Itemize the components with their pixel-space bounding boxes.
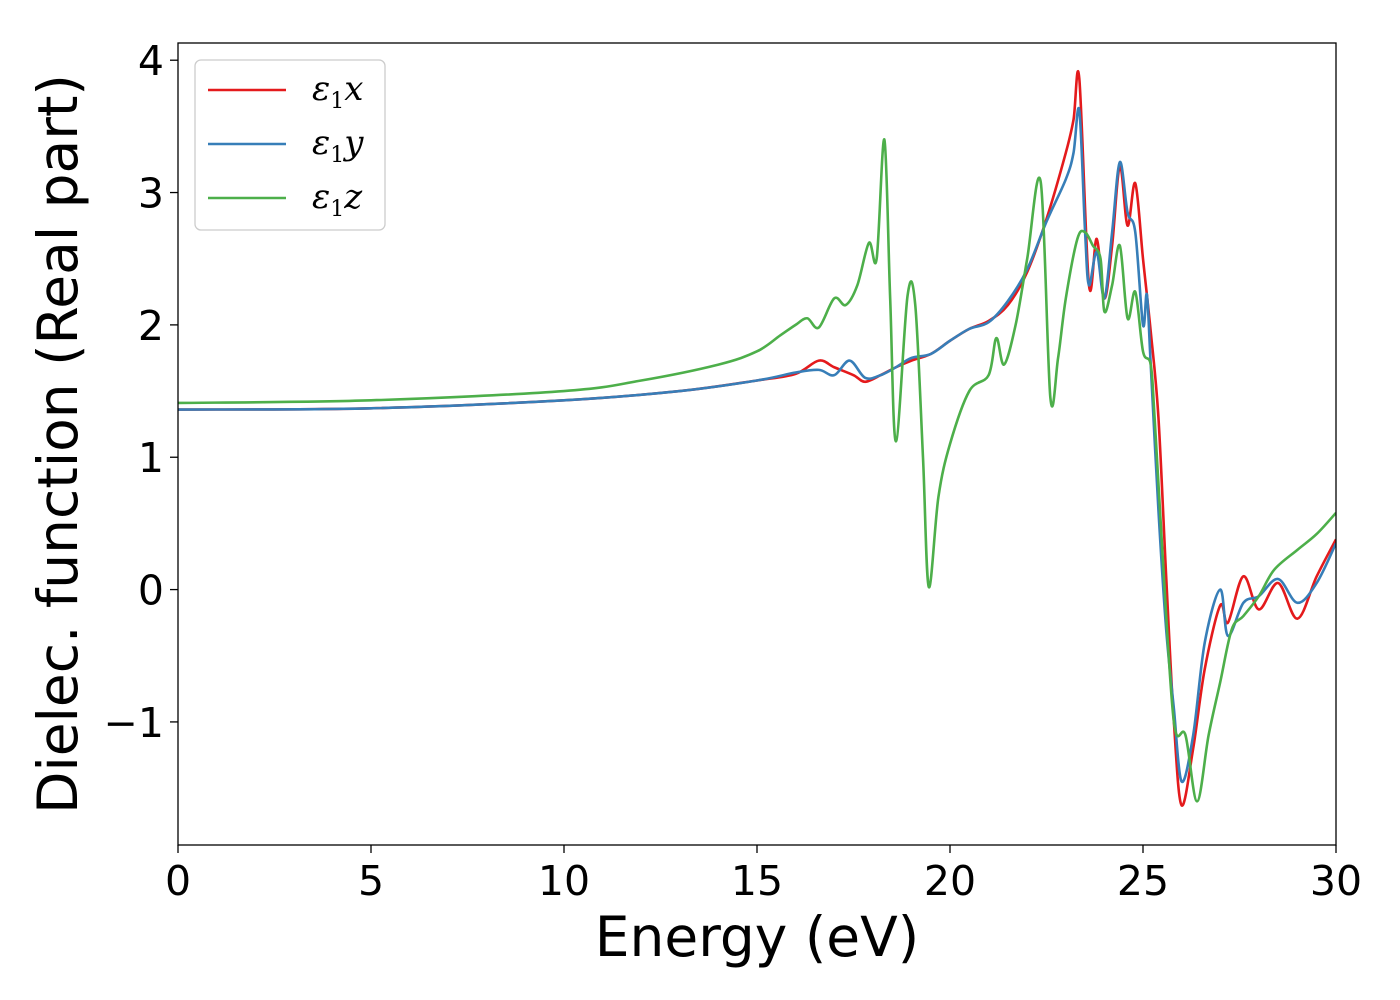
legend-suffix: x bbox=[344, 69, 363, 109]
x-tick-label: 15 bbox=[731, 857, 783, 905]
x-axis: 0 5 10 15 20 25 30 bbox=[165, 845, 1362, 905]
y-axis: −1 0 1 2 3 4 bbox=[104, 37, 178, 747]
x-tick-label: 10 bbox=[538, 857, 590, 905]
x-axis-title: Energy (eV) bbox=[595, 905, 919, 969]
y-tick-label: 3 bbox=[138, 170, 164, 218]
series-layer bbox=[178, 69, 1336, 807]
legend-label-x: ε1x bbox=[312, 69, 363, 114]
x-tick-label: 5 bbox=[358, 857, 384, 905]
legend-symbol: ε bbox=[312, 123, 330, 163]
legend-suffix: y bbox=[342, 123, 364, 163]
legend-label-y: ε1y bbox=[312, 123, 364, 168]
legend-subscript: 1 bbox=[330, 89, 344, 114]
y-tick-label: 1 bbox=[138, 434, 164, 482]
legend-subscript: 1 bbox=[330, 197, 344, 222]
x-tick-label: 25 bbox=[1117, 857, 1169, 905]
x-tick-label: 30 bbox=[1310, 857, 1362, 905]
legend-label-z: ε1z bbox=[312, 177, 363, 222]
y-tick-label: −1 bbox=[104, 699, 164, 747]
y-axis-title: Dielec. function (Real part) bbox=[26, 74, 90, 814]
legend-symbol: ε bbox=[312, 69, 330, 109]
legend-suffix: z bbox=[343, 177, 363, 217]
x-tick-label: 20 bbox=[924, 857, 976, 905]
y-tick-label: 4 bbox=[138, 37, 164, 85]
series-line-y bbox=[178, 106, 1336, 784]
legend-subscript: 1 bbox=[330, 143, 344, 168]
y-tick-label: 0 bbox=[138, 567, 164, 615]
series-line-z bbox=[178, 138, 1336, 803]
legend-box bbox=[194, 59, 386, 231]
y-tick-label: 2 bbox=[138, 302, 164, 350]
x-tick-label: 0 bbox=[165, 857, 191, 905]
legend-symbol: ε bbox=[312, 177, 330, 217]
